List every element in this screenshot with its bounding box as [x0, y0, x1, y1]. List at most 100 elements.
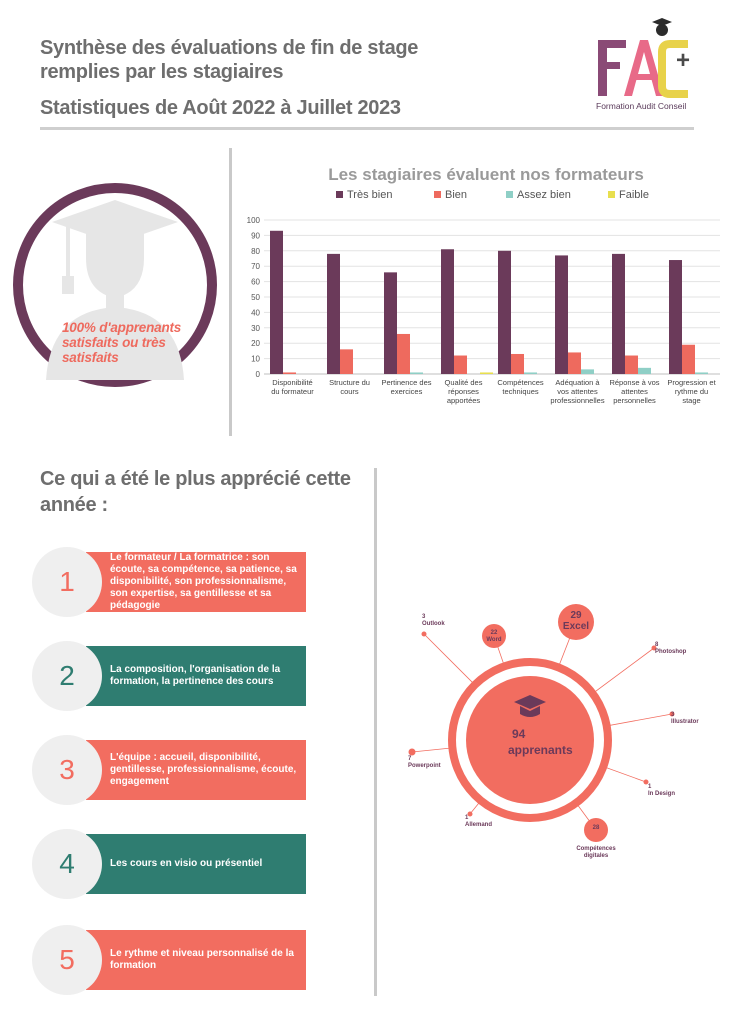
legend-label: Bien [445, 189, 467, 201]
appreciated-item-text: Le rythme et niveau personnalisé de la f… [86, 930, 306, 990]
appreciated-item-text: Le formateur / La formatrice : son écout… [86, 552, 306, 612]
bar [625, 355, 638, 374]
x-tick-label: Pertinence des exercices [381, 378, 431, 396]
appreciated-item-text: Les cours en visio ou présentiel [86, 834, 306, 894]
x-tick-label: Réponse à vos attentes personnelles [609, 378, 659, 405]
y-tick-label: 70 [251, 262, 260, 271]
bubble-label: Compétences digitales [576, 846, 616, 859]
legend-swatch [336, 191, 343, 198]
legend-label: Très bien [347, 189, 392, 201]
bubble-node [669, 711, 675, 717]
appreciated-item-number: 3 [32, 735, 102, 805]
title-rule [40, 127, 694, 130]
page-subtitle: Statistiques de Août 2022 à Juillet 2023 [40, 97, 401, 119]
bar [511, 353, 524, 374]
appreciated-item-number: 5 [32, 925, 102, 995]
bubble-label: 22 Word [486, 630, 502, 643]
logo: + [598, 18, 690, 98]
center-disc [466, 676, 594, 804]
appreciated-title: Ce qui a été le plus apprécié cette anné… [40, 468, 351, 516]
x-tick-label: Compétences techniques [497, 378, 544, 396]
bubble-label: 3 Illustrator [671, 712, 699, 725]
y-axis-ticks: 0 10 20 30 40 50 60 70 80 90 100 [247, 216, 261, 379]
bar [410, 372, 423, 374]
bubble-label: 8 Photoshop [655, 642, 687, 655]
y-tick-label: 0 [256, 370, 261, 379]
bar [327, 253, 340, 374]
bubble-label: 1 In Design [648, 784, 675, 797]
y-tick-label: 90 [251, 231, 260, 240]
bubble-node [558, 604, 594, 640]
bubble-node [643, 779, 649, 785]
bar [340, 349, 353, 374]
appreciated-item-number: 4 [32, 829, 102, 899]
bar [612, 253, 625, 374]
bubble-label: 28 [593, 825, 600, 831]
page-title-line2: remplies par les stagiaires [40, 61, 284, 83]
y-tick-label: 40 [251, 308, 260, 317]
appreciated-item-text: L'équipe : accueil, disponibilité, genti… [86, 740, 306, 800]
y-tick-label: 100 [247, 216, 261, 225]
bubble-label: 1 Allemand [465, 815, 492, 828]
logo-letter-f [598, 40, 626, 96]
x-tick-label: Disponibilité du formateur [271, 378, 314, 396]
y-tick-label: 60 [251, 278, 260, 287]
graduation-cap-icon [514, 695, 546, 717]
bar [480, 372, 493, 374]
x-tick-label: Qualité des réponses apportées [445, 378, 483, 405]
appreciated-item-number: 2 [32, 641, 102, 711]
bar [669, 260, 682, 374]
graduate-silhouette-icon [46, 200, 184, 380]
bar [695, 372, 708, 374]
bubble-node [408, 748, 416, 756]
appreciated-item-number: 1 [32, 547, 102, 617]
satisfaction-badge [13, 183, 217, 387]
appreciated-item-text: La composition, l'organisation de la for… [86, 646, 306, 706]
vertical-divider-middle [374, 468, 377, 996]
bar [397, 333, 410, 374]
center-value: 94 [512, 727, 526, 741]
bubble-items: 3 Outlook 22 Word 29 Excel 8 Photoshop 3 Illustra… [408, 604, 699, 859]
bar [384, 272, 397, 374]
x-tick-label: Progression et rythme du stage [667, 378, 716, 405]
y-tick-label: 20 [251, 339, 260, 348]
bar [638, 367, 651, 374]
bubble-node [467, 811, 473, 817]
x-axis-labels: Disponibilité du formateur Structure du cou… [271, 378, 716, 405]
bubble-label: 3 Outlook [422, 614, 445, 627]
center-label: apprenants [508, 743, 573, 757]
y-tick-label: 30 [251, 324, 260, 333]
logo-caption: Formation Audit Conseil [596, 101, 687, 111]
title-block: Synthèse des évaluations de fin de stage… [40, 36, 560, 120]
page-title-line1: Synthèse des évaluations de fin de stage [40, 37, 419, 59]
bar [555, 255, 568, 374]
bubble-node [584, 818, 608, 842]
trainer-evaluation-chart: Les stagiaires évaluent nos formateurs T… [247, 165, 720, 405]
bar [568, 352, 581, 374]
legend-swatch [608, 191, 615, 198]
bar [270, 230, 283, 374]
x-tick-label: Adéquation à vos attentes professionnelles [550, 378, 604, 405]
chart-title: Les stagiaires évaluent nos formateurs [328, 165, 644, 184]
y-tick-label: 10 [251, 355, 260, 364]
bar [524, 372, 537, 374]
bar [454, 355, 467, 374]
legend-swatch [506, 191, 513, 198]
legend-label: Assez bien [517, 189, 571, 201]
legend-swatch [434, 191, 441, 198]
bubble-node [482, 624, 506, 648]
bubble-label: 7 Powerpoint [408, 756, 441, 769]
bar [498, 250, 511, 374]
logo-letter-c [658, 40, 688, 98]
trainee-bubble-chart: 94 apprenants 3 Outlook 22 Word 29 Excel 8 Phot… [408, 604, 699, 859]
bubble-node [651, 645, 657, 651]
bar [682, 344, 695, 374]
badge-text: 100% d'apprenants satisfaits ou très sat… [62, 320, 182, 365]
bar [581, 369, 594, 374]
bar [283, 372, 296, 374]
y-tick-label: 50 [251, 293, 260, 302]
graduate-head-icon [652, 18, 672, 36]
logo-letter-a [624, 40, 664, 96]
logo-plus: + [676, 47, 690, 74]
chart-bars [270, 230, 708, 374]
